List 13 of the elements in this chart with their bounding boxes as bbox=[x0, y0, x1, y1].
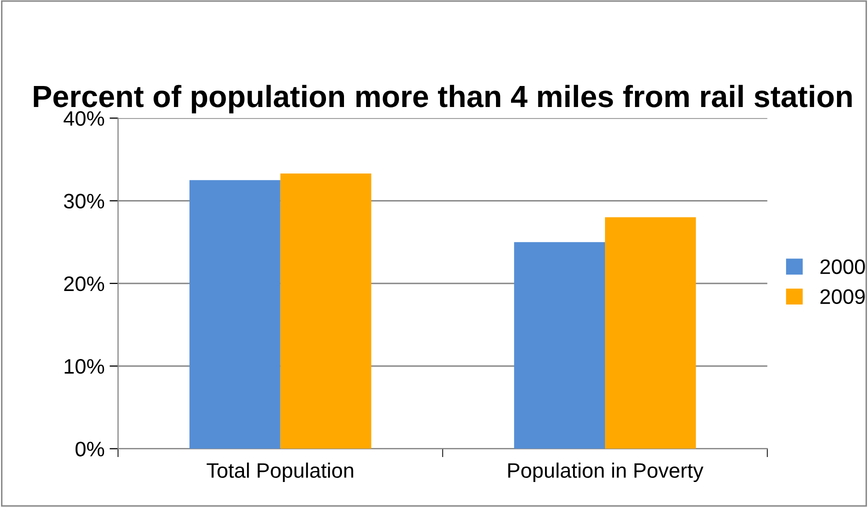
bar bbox=[280, 174, 372, 449]
x-tick-label: Total Population bbox=[206, 462, 354, 482]
y-tick-label: 0% bbox=[76, 442, 104, 456]
legend-label: 2009 bbox=[820, 289, 865, 304]
y-tick-label: 10% bbox=[64, 359, 104, 374]
y-tick-label: 30% bbox=[64, 194, 104, 209]
legend-label: 2000 bbox=[820, 259, 865, 274]
bar bbox=[514, 242, 605, 449]
y-tick-label: 40% bbox=[64, 111, 104, 126]
bar bbox=[604, 217, 696, 449]
x-tick-label: Population in Poverty bbox=[508, 462, 704, 482]
y-tick-label: 20% bbox=[64, 276, 104, 292]
bar bbox=[189, 180, 280, 449]
